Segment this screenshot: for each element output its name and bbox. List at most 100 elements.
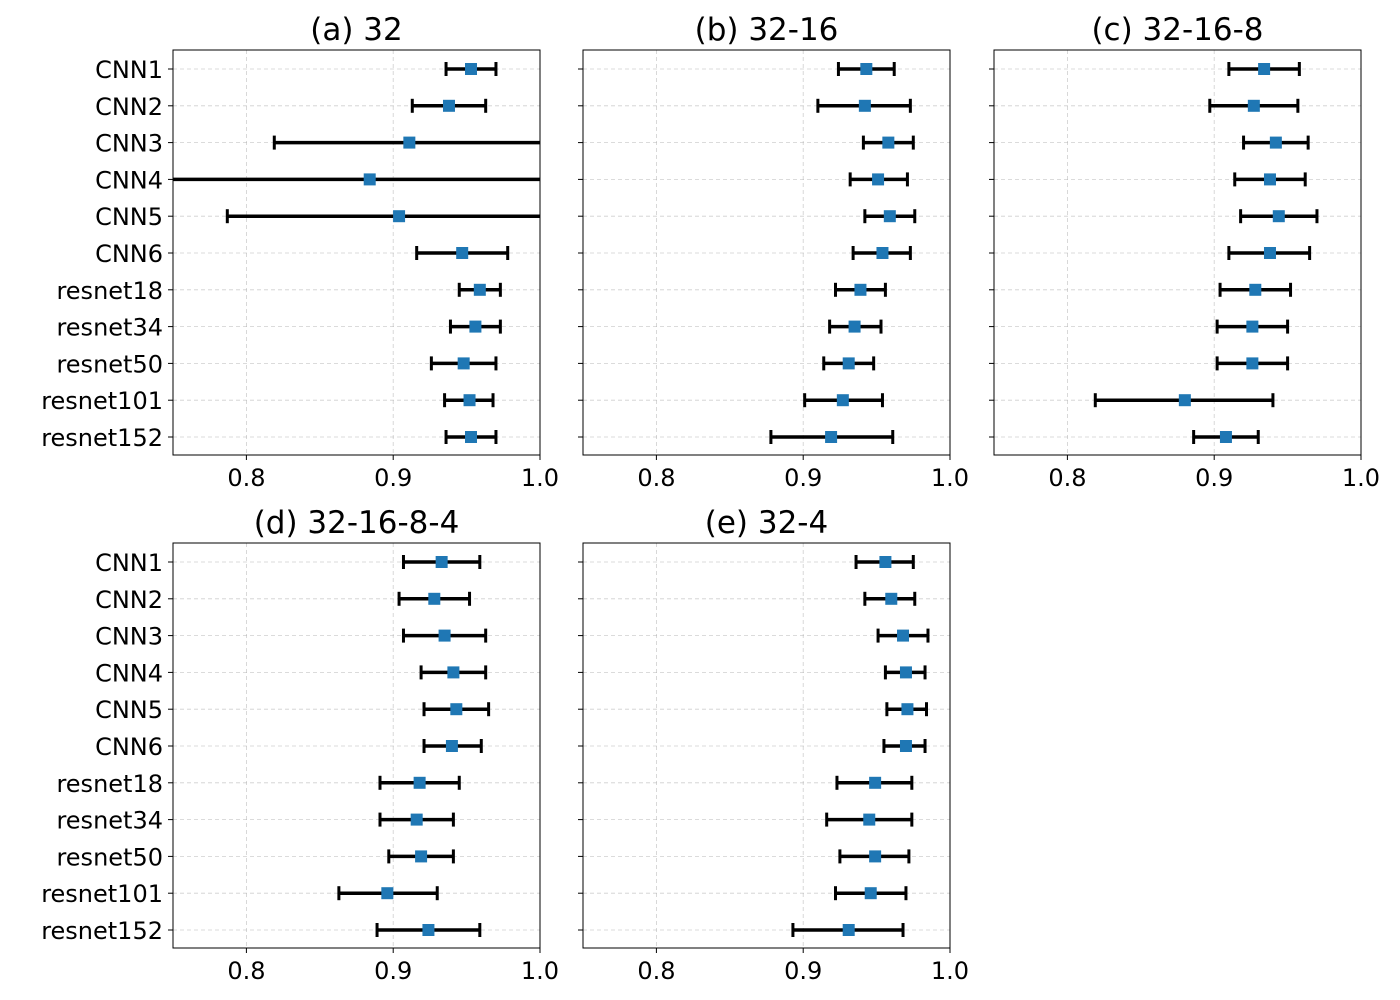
point-CNN2 [858,99,871,112]
panel-3: CNN1 CNN2 CNN3 CNN4 CNN5 CNN6 resnet18 resnet34… [41,505,559,985]
point-resnet34 [1246,320,1259,333]
point-CNN1 [1258,63,1271,75]
series-errorbars [769,62,917,444]
point-resnet152 [842,924,855,936]
panel-title: (d) 32-16-8-4 [254,505,460,541]
y-tick-label: resnet50 [56,350,163,378]
y-tick-label: CNN2 [95,93,163,121]
point-resnet101 [836,394,849,407]
point-CNN4 [447,666,460,679]
series-errorbars [173,62,540,444]
point-CNN5 [901,703,914,716]
point-CNN6 [456,247,469,259]
point-resnet50 [457,357,470,370]
point-CNN1 [879,556,892,568]
panel-title: (c) 32-16-8 [1091,12,1263,48]
point-resnet152 [422,924,435,936]
y-tick-label: resnet101 [41,880,163,908]
point-resnet34 [410,813,423,826]
point-CNN3 [897,629,910,642]
x-tick-label: 0.9 [374,464,412,492]
point-CNN4 [872,173,885,186]
point-resnet34 [863,813,876,826]
point-CNN3 [882,136,895,149]
point-CNN1 [435,556,448,568]
point-CNN3 [438,629,451,642]
point-CNN5 [393,210,406,223]
panel-4: 0.8 0.9 1.0 (e) 32-4 [578,505,969,985]
point-CNN4 [363,173,376,186]
x-tick-label: 1.0 [521,464,559,492]
x-tick-label: 1.0 [931,957,969,985]
point-resnet18 [473,283,486,296]
x-tick-label: 0.8 [1048,464,1086,492]
y-tick-label: resnet18 [56,277,163,305]
y-tick-label: resnet101 [41,387,163,415]
point-CNN3 [403,136,416,149]
panel-title: (e) 32-4 [705,505,828,541]
point-CNN3 [1269,136,1282,149]
y-tick-label: CNN5 [95,203,163,231]
point-CNN4 [899,666,912,679]
point-CNN2 [1247,99,1260,112]
point-CNN2 [428,592,441,605]
y-tick-label: resnet152 [41,917,163,945]
point-resnet152 [465,431,478,443]
y-tick-label: CNN3 [95,623,163,651]
y-tick-label: CNN6 [95,240,163,268]
y-tick-label: resnet34 [56,807,163,835]
point-CNN1 [465,63,478,75]
point-CNN5 [1272,210,1285,223]
x-tick-label: 1.0 [1342,464,1380,492]
point-resnet18 [413,776,426,789]
point-resnet50 [415,850,428,863]
point-CNN6 [876,247,889,259]
point-CNN1 [860,63,873,75]
point-resnet18 [1249,283,1262,296]
y-tick-label: CNN2 [95,586,163,614]
point-CNN2 [885,592,898,605]
point-resnet18 [854,283,867,296]
series-errorbars [791,555,930,937]
y-tick-label: CNN6 [95,733,163,761]
x-tick-label: 0.8 [637,464,675,492]
y-tick-label: CNN4 [95,659,163,687]
x-tick-label: 0.8 [227,957,265,985]
panel-title: (b) 32-16 [695,12,839,48]
panel-0: CNN1 CNN2 CNN3 CNN4 CNN5 CNN6 resnet18 resnet34… [41,12,559,492]
point-resnet101 [463,394,476,407]
y-tick-label: resnet152 [41,424,163,452]
point-resnet152 [825,431,838,443]
series-errorbars [337,555,491,937]
point-resnet152 [1219,431,1232,443]
point-resnet101 [1178,394,1191,407]
axes-frame [172,542,541,949]
point-CNN6 [1263,247,1276,259]
point-CNN5 [883,210,896,223]
panel-2: 0.8 0.9 1.0 (c) 32-16-8 [989,12,1380,492]
point-CNN6 [899,740,912,752]
point-resnet18 [869,776,882,789]
y-tick-label: CNN5 [95,696,163,724]
point-resnet50 [869,850,882,863]
point-resnet50 [1246,357,1259,370]
y-tick-label: resnet18 [56,770,163,798]
y-tick-label: CNN1 [95,549,163,577]
point-resnet101 [381,887,394,900]
x-tick-label: 0.8 [637,957,675,985]
point-CNN4 [1263,173,1276,186]
y-tick-label: CNN1 [95,56,163,84]
x-tick-label: 0.9 [784,957,822,985]
x-tick-label: 0.9 [374,957,412,985]
point-resnet101 [864,887,877,900]
series-errorbars [1093,62,1319,444]
x-tick-label: 1.0 [931,464,969,492]
point-resnet34 [469,320,482,333]
y-tick-label: resnet34 [56,314,163,342]
x-tick-label: 0.8 [227,464,265,492]
x-tick-label: 1.0 [521,957,559,985]
point-resnet50 [842,357,855,370]
panel-title: (a) 32 [310,12,403,48]
point-CNN5 [450,703,463,716]
y-tick-label: CNN4 [95,166,163,194]
